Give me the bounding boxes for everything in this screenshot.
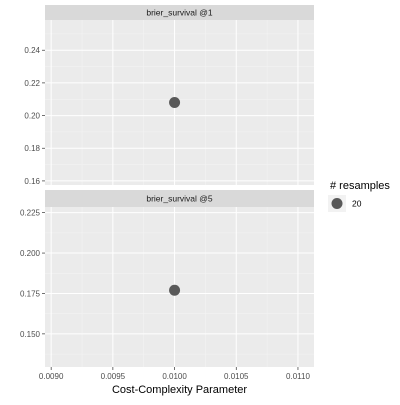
panel-background: [45, 207, 314, 367]
x-tick-label: 0.0100: [162, 372, 187, 381]
facet-panel: brier_survival @5 0.150 0.175 0.200 0.225: [20, 190, 314, 367]
y-tick-label: 0.24: [24, 46, 40, 55]
data-point: [169, 284, 181, 296]
y-tick-label: 0.200: [20, 249, 41, 258]
x-tick-label: 0.0110: [286, 372, 310, 381]
x-tick-label: 0.0095: [101, 372, 126, 381]
facet-strip-label: brier_survival @5: [146, 194, 213, 204]
y-tick-label: 0.225: [20, 209, 41, 218]
facet-strip-label: brier_survival @1: [146, 8, 213, 18]
legend-point: [331, 198, 343, 209]
legend-title: # resamples: [330, 180, 390, 192]
facet-panel: brier_survival @1 0.16 0.18 0.20 0.22 0.24: [24, 5, 314, 186]
y-tick-label: 0.175: [20, 289, 41, 298]
y-tick-label: 0.20: [24, 112, 40, 121]
facet-strip: [45, 5, 314, 20]
x-tick-label: 0.0090: [39, 372, 64, 381]
legend: # resamples 20: [328, 180, 390, 212]
y-tick-label: 0.150: [20, 330, 41, 339]
x-axis-title: Cost-Complexity Parameter: [112, 384, 247, 396]
data-point: [169, 97, 181, 108]
x-tick-label: 0.0105: [224, 372, 249, 381]
facet-strip: [45, 190, 314, 207]
legend-label: 20: [352, 199, 362, 209]
y-tick-label: 0.16: [24, 177, 40, 186]
y-tick-label: 0.18: [24, 144, 40, 153]
y-tick-label: 0.22: [24, 79, 40, 88]
